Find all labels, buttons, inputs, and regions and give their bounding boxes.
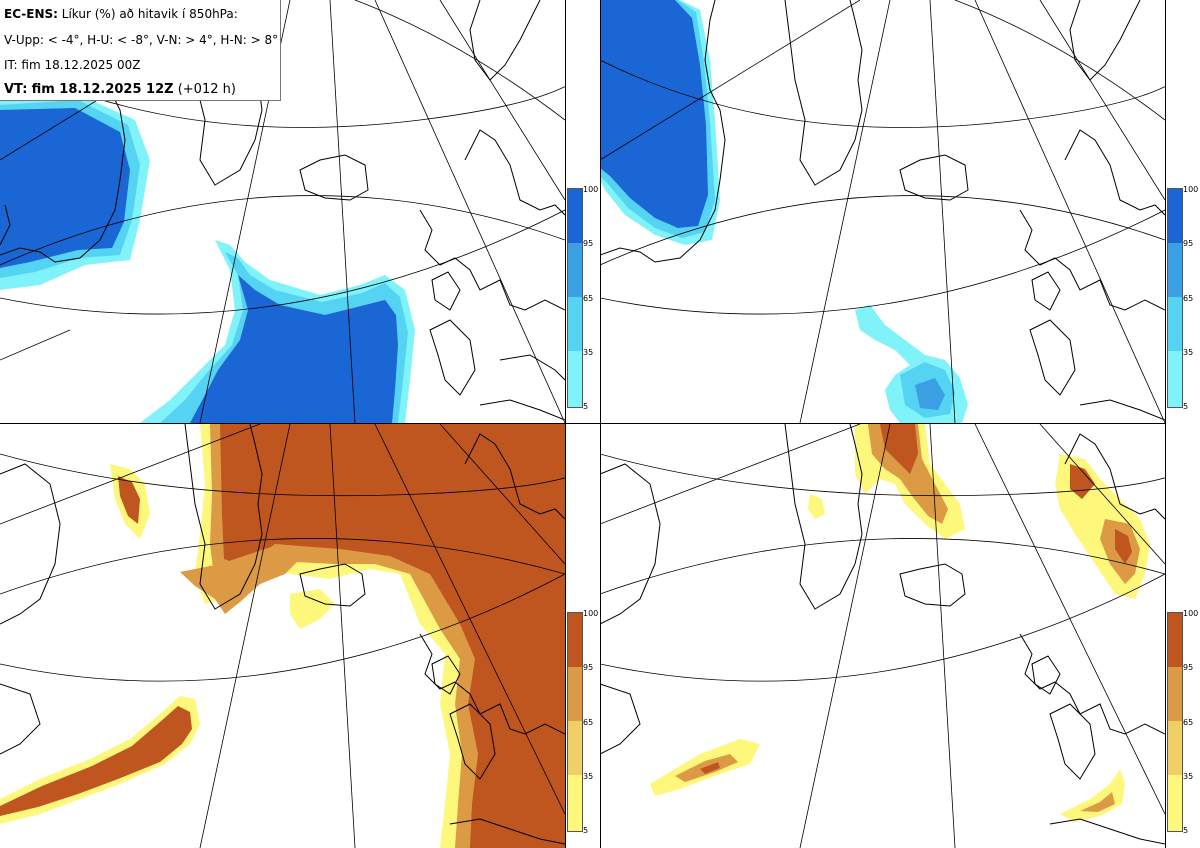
colorbar-tick: 95 xyxy=(583,663,594,672)
colorbar-tick: 95 xyxy=(583,239,594,248)
coastlines xyxy=(0,424,565,845)
colorbar-cold-2 xyxy=(1167,188,1183,408)
map-canvas xyxy=(600,424,1165,848)
colorbar-tick: 5 xyxy=(583,826,589,835)
colorbar-tick: 35 xyxy=(1183,348,1194,357)
lead-time-text: (+012 h) xyxy=(177,82,236,97)
probability-field xyxy=(650,424,1150,822)
colorbar-tick: 35 xyxy=(1183,772,1194,781)
colorbar-tick: 95 xyxy=(1183,239,1194,248)
probability-field xyxy=(600,0,968,423)
init-time-text: IT: fim 18.12.2025 00Z xyxy=(4,58,141,72)
model-name: EC-ENS: xyxy=(4,7,58,21)
map-panel-cold-strong xyxy=(600,0,1165,423)
graticule xyxy=(600,424,1165,848)
colorbar-tick: 100 xyxy=(583,609,599,618)
valid-time-prefix: VT: xyxy=(4,82,28,97)
graticule xyxy=(0,424,565,848)
colorbar-tick: 100 xyxy=(583,185,599,194)
colorbar-tick: 5 xyxy=(583,402,589,411)
map-panel-warm-moderate xyxy=(0,424,565,848)
description-text: Líkur (%) að hitavik í 850hPa: xyxy=(61,7,238,21)
map-panel-warm-strong xyxy=(600,424,1165,848)
panel-divider-horizontal xyxy=(0,423,1165,424)
colorbar-tick: 35 xyxy=(583,348,594,357)
colorbar-warm-1 xyxy=(567,612,583,832)
colorbar-tick: 5 xyxy=(1183,402,1189,411)
probability-field xyxy=(0,95,415,423)
panel-divider-vertical xyxy=(1165,0,1166,848)
info-legend-box: EC-ENS: Líkur (%) að hitavik í 850hPa: V… xyxy=(0,0,281,101)
colorbar-tick: 95 xyxy=(1183,663,1194,672)
colorbar-cold-1 xyxy=(567,188,583,408)
coastlines xyxy=(600,424,1165,845)
colorbar-tick: 100 xyxy=(1183,609,1199,618)
probability-field xyxy=(0,424,565,848)
colorbar-tick: 5 xyxy=(1183,826,1189,835)
graticule xyxy=(600,0,1165,423)
colorbar-tick: 65 xyxy=(583,718,594,727)
panel-divider-vertical xyxy=(600,0,601,848)
colorbar-tick: 100 xyxy=(1183,185,1199,194)
graticule xyxy=(0,0,565,423)
colorbar-tick: 35 xyxy=(583,772,594,781)
criteria-text: V-Upp: < -4°, H-U: < -8°, V-N: > 4°, H-N… xyxy=(4,33,279,47)
valid-time-text: fim 18.12.2025 12Z xyxy=(31,82,174,97)
colorbar-tick: 65 xyxy=(583,294,594,303)
map-canvas xyxy=(0,424,565,848)
panel-divider-vertical xyxy=(565,0,566,848)
colorbar-tick: 65 xyxy=(1183,294,1194,303)
colorbar-tick: 65 xyxy=(1183,718,1194,727)
map-canvas xyxy=(600,0,1165,423)
coastlines xyxy=(600,0,1165,421)
colorbar-warm-2 xyxy=(1167,612,1183,832)
